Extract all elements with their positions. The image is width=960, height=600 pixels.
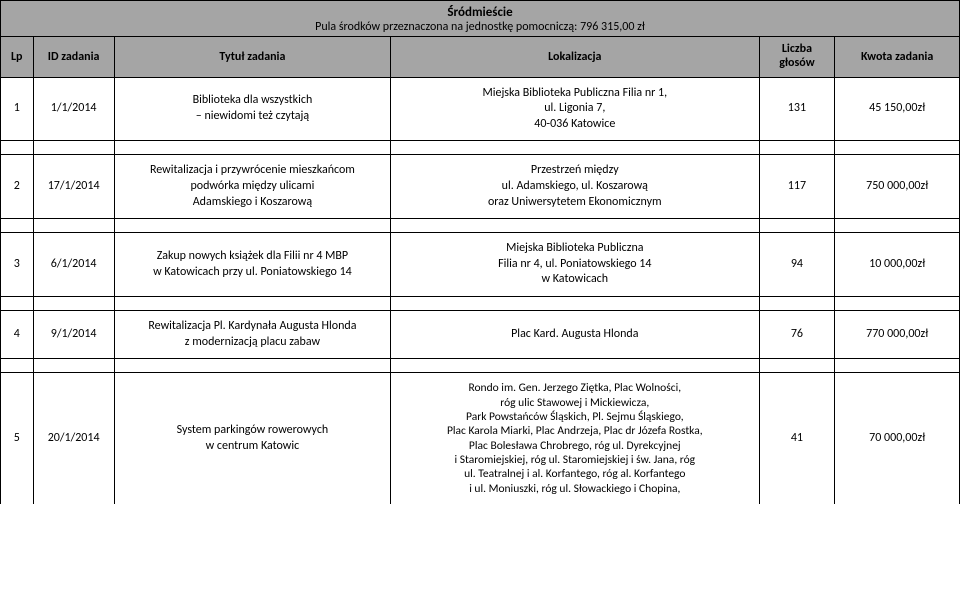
cell-id: 17/1/2014 xyxy=(33,155,114,219)
cell-votes: 76 xyxy=(759,310,835,358)
cell-title: Zakup nowych książek dla Filii nr 4 MBPw… xyxy=(114,233,390,297)
col-votes-l2: głosów xyxy=(779,56,814,70)
cell-title: Biblioteka dla wszystkich– niewidomi też… xyxy=(114,77,390,141)
cell-lp: 1 xyxy=(1,77,34,141)
cell-id: 1/1/2014 xyxy=(33,77,114,141)
row-spacer xyxy=(1,141,960,155)
row-spacer xyxy=(1,296,960,310)
cell-title: System parkingów rowerowychw centrum Kat… xyxy=(114,373,390,505)
cell-votes: 117 xyxy=(759,155,835,219)
cell-lp: 4 xyxy=(1,310,34,358)
cell-location: Miejska Biblioteka Publiczna Filia nr 1,… xyxy=(391,77,759,141)
cell-amount: 45 150,00zł xyxy=(835,77,960,141)
budget-line: Pula środków przeznaczona na jednostkę p… xyxy=(1,20,959,34)
cell-location: Miejska Biblioteka PublicznaFilia nr 4, … xyxy=(391,233,759,297)
col-amount: Kwota zadania xyxy=(835,37,960,78)
col-votes-l1: Liczba xyxy=(782,42,812,56)
cell-id: 6/1/2014 xyxy=(33,233,114,297)
cell-title: Rewitalizacja Pl. Kardynała Augusta Hlon… xyxy=(114,310,390,358)
col-votes: Liczba głosów xyxy=(759,37,835,78)
district-title: Śródmieście xyxy=(1,5,959,20)
table-header-row: Lp ID zadania Tytuł zadania Lokalizacja … xyxy=(1,37,960,78)
table-row: 520/1/2014System parkingów rowerowychw c… xyxy=(1,373,960,505)
cell-location: Rondo im. Gen. Jerzego Ziętka, Plac Woln… xyxy=(391,373,759,505)
col-location: Lokalizacja xyxy=(391,37,759,78)
col-id: ID zadania xyxy=(33,37,114,78)
cell-lp: 5 xyxy=(1,373,34,505)
cell-lp: 2 xyxy=(1,155,34,219)
cell-votes: 41 xyxy=(759,373,835,505)
cell-lp: 3 xyxy=(1,233,34,297)
cell-location: Przestrzeń międzyul. Adamskiego, ul. Kos… xyxy=(391,155,759,219)
row-spacer xyxy=(1,219,960,233)
cell-votes: 94 xyxy=(759,233,835,297)
cell-id: 20/1/2014 xyxy=(33,373,114,505)
row-spacer xyxy=(1,359,960,373)
cell-id: 9/1/2014 xyxy=(33,310,114,358)
cell-amount: 10 000,00zł xyxy=(835,233,960,297)
cell-amount: 750 000,00zł xyxy=(835,155,960,219)
cell-amount: 70 000,00zł xyxy=(835,373,960,505)
table-row: 36/1/2014Zakup nowych książek dla Filii … xyxy=(1,233,960,297)
cell-location: Plac Kard. Augusta Hlonda xyxy=(391,310,759,358)
table-row: 217/1/2014Rewitalizacja i przywrócenie m… xyxy=(1,155,960,219)
cell-amount: 770 000,00zł xyxy=(835,310,960,358)
col-lp: Lp xyxy=(1,37,34,78)
table-row: 49/1/2014Rewitalizacja Pl. Kardynała Aug… xyxy=(1,310,960,358)
tasks-table: Lp ID zadania Tytuł zadania Lokalizacja … xyxy=(0,36,960,504)
cell-votes: 131 xyxy=(759,77,835,141)
district-header: Śródmieście Pula środków przeznaczona na… xyxy=(1,1,959,36)
table-row: 11/1/2014Biblioteka dla wszystkich– niew… xyxy=(1,77,960,141)
cell-title: Rewitalizacja i przywrócenie mieszkańcom… xyxy=(114,155,390,219)
col-title: Tytuł zadania xyxy=(114,37,390,78)
